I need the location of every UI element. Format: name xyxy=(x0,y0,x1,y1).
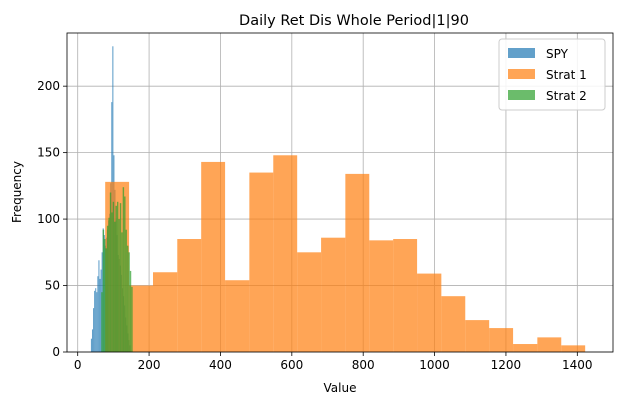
y-tick-label: 100 xyxy=(37,212,60,226)
histogram-bar xyxy=(98,260,100,352)
histogram-bar xyxy=(97,276,99,352)
y-tick-label: 150 xyxy=(37,146,60,160)
histogram-bar xyxy=(119,203,122,352)
y-tick-label: 50 xyxy=(45,279,60,293)
legend-swatch xyxy=(508,90,535,100)
histogram-bar xyxy=(101,292,103,352)
histogram-bar xyxy=(96,292,98,352)
histogram-bar xyxy=(91,329,94,352)
histogram-bar xyxy=(122,187,125,352)
histogram-bar xyxy=(273,155,298,352)
bars xyxy=(90,46,586,353)
histogram-bar xyxy=(94,290,96,352)
histogram-bar xyxy=(93,308,95,352)
histogram-bar xyxy=(124,196,126,352)
histogram-bar xyxy=(513,344,538,352)
histogram-bar xyxy=(177,239,202,352)
y-axis-ticks: 0 50 100 150 200 xyxy=(37,79,67,359)
histogram-bar xyxy=(393,239,418,352)
y-tick-label: 0 xyxy=(52,345,60,359)
x-tick-label: 600 xyxy=(280,358,303,372)
plot-frame xyxy=(66,32,614,353)
histogram-bar xyxy=(153,272,178,352)
histogram-bar xyxy=(116,201,119,352)
y-axis-title: Frequency xyxy=(10,161,24,223)
histogram-bar xyxy=(128,252,130,352)
histogram-bar xyxy=(90,338,92,352)
histogram-bar xyxy=(121,232,123,352)
histogram-bar xyxy=(297,252,322,352)
x-tick-label: 800 xyxy=(352,358,375,372)
series-2-bars xyxy=(101,187,133,352)
histogram-bar xyxy=(129,285,154,352)
histogram-bar xyxy=(95,288,97,352)
legend-swatch xyxy=(508,48,535,58)
histogram-bar xyxy=(201,161,226,352)
legend-label: Strat 1 xyxy=(546,68,587,82)
histogram-bar xyxy=(100,269,102,352)
chart-title: Daily Ret Dis Whole Period|1|90 xyxy=(239,13,469,29)
histogram-bar xyxy=(537,337,562,352)
legend-label: SPY xyxy=(546,47,569,61)
histogram-bar xyxy=(465,320,490,352)
y-tick-label: 200 xyxy=(37,79,60,93)
histogram-bar xyxy=(417,273,442,352)
histogram-bar xyxy=(104,239,106,352)
histogram-bar xyxy=(225,280,250,352)
histogram-bar xyxy=(106,225,109,352)
histogram-bar xyxy=(111,212,113,352)
histogram-bar xyxy=(561,345,586,352)
x-tick-label: 1400 xyxy=(562,358,593,372)
histogram-bar xyxy=(114,221,116,352)
x-axis-title: Value xyxy=(324,381,357,395)
histogram-bar xyxy=(489,328,514,352)
histogram-bar xyxy=(345,173,370,352)
histogram-bar xyxy=(441,296,466,352)
histogram-bar xyxy=(109,192,112,352)
histogram-bar xyxy=(105,248,107,352)
histogram-bar xyxy=(118,219,120,352)
histogram-bar xyxy=(321,237,346,352)
histogram-bar xyxy=(369,240,394,352)
legend-swatch xyxy=(508,69,535,79)
legend-label: Strat 2 xyxy=(546,89,587,103)
histogram-bar xyxy=(102,229,105,352)
histogram-bar xyxy=(249,172,274,352)
histogram-bar xyxy=(131,286,133,352)
legend: SPY Strat 1 Strat 2 xyxy=(498,38,606,111)
histogram-bar xyxy=(126,245,129,352)
histogram-bar xyxy=(125,229,127,352)
x-tick-label: 1000 xyxy=(419,358,450,372)
histogram-bar xyxy=(108,217,110,352)
x-tick-label: 1200 xyxy=(491,358,522,372)
histogram-bar xyxy=(129,270,132,352)
x-tick-label: 0 xyxy=(74,358,82,372)
histogram-bar xyxy=(112,201,115,352)
x-tick-label: 400 xyxy=(209,358,232,372)
x-axis-ticks: 0 200 400 600 800 1000 1200 1400 xyxy=(74,352,593,372)
x-tick-label: 200 xyxy=(138,358,161,372)
histogram-bar xyxy=(115,205,117,352)
histogram-bar xyxy=(99,278,101,352)
